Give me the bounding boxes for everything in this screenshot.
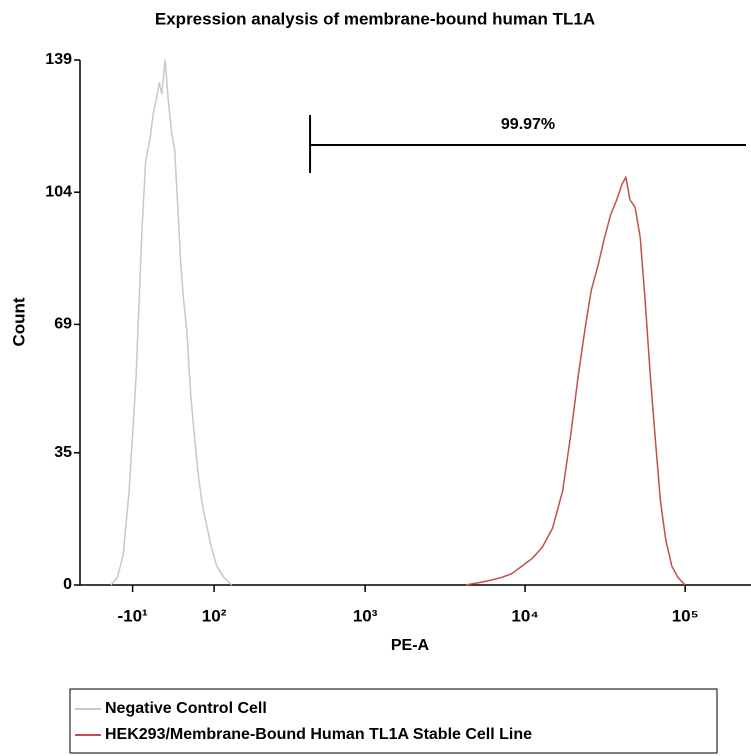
x-tick-label: 10⁵ (672, 606, 699, 625)
legend-label: Negative Control Cell (105, 700, 267, 717)
gate-label: 99.97% (501, 116, 555, 133)
y-tick-label: 35 (54, 444, 72, 461)
histogram-line (110, 59, 233, 586)
y-tick-label: 69 (54, 316, 72, 333)
x-tick-label: 10² (202, 606, 227, 625)
x-tick-label: -10¹ (117, 606, 148, 625)
legend-box (69, 688, 718, 754)
y-tick-label: 0 (63, 576, 72, 593)
x-axis-label: PE-A (391, 637, 430, 654)
y-tick-label: 139 (45, 51, 72, 68)
chart-title: Expression analysis of membrane-bound hu… (155, 9, 595, 28)
x-tick-label: 10³ (353, 606, 378, 625)
y-tick-label: 104 (45, 183, 72, 200)
legend-label: HEK293/Membrane-Bound Human TL1A Stable … (105, 726, 532, 743)
y-axis-label: Count (9, 297, 28, 346)
x-tick-label: 10⁴ (511, 606, 538, 625)
histogram-line (465, 176, 686, 586)
